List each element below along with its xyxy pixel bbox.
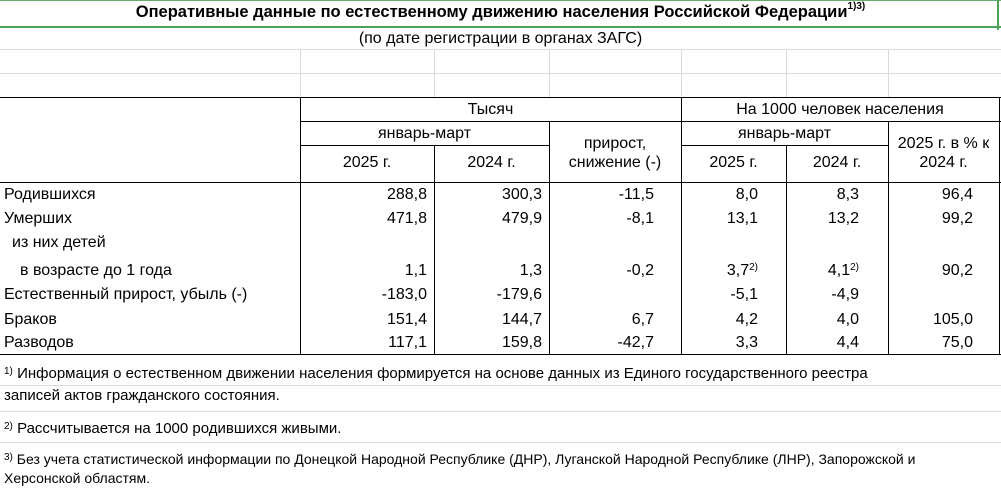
cell-births-growth[interactable]: -11,5	[618, 186, 654, 203]
header-jan-mar-thousands[interactable]: январь-март	[377, 125, 472, 142]
cell-infants-r2024[interactable]: 4,12)	[786, 261, 859, 281]
cell-deaths-r2025[interactable]: 13,1	[726, 210, 758, 227]
table-border	[0, 97, 1001, 98]
cell-infants-growth[interactable]: -0,2	[626, 262, 654, 279]
table-border	[300, 121, 1001, 122]
cell-infants-r2025[interactable]: 3,72)	[681, 261, 758, 281]
footnote-1-line1[interactable]: 1) Информация о естественном движении на…	[4, 363, 868, 384]
cell-divorces-pct[interactable]: 75,0	[941, 334, 973, 351]
footnote-text: Информация о естественном движении насел…	[17, 365, 868, 382]
title-footnote-mark: 1)3)	[847, 1, 866, 12]
cell-deaths-th2025[interactable]: 471,8	[386, 210, 427, 227]
cell-natural-r2025[interactable]: -5,1	[730, 286, 758, 303]
cell-infants-r2025-value: 3,7	[726, 262, 750, 279]
cell-marriages-r2025[interactable]: 4,2	[735, 311, 758, 328]
sheet-gridline	[786, 49, 787, 97]
row-label-marriages[interactable]: Браков	[4, 311, 57, 328]
table-border	[0, 354, 1001, 355]
header-pct-line2[interactable]: 2024 г.	[919, 154, 968, 171]
cell-infants-th2024[interactable]: 1,3	[519, 262, 542, 279]
footnote-mark: 2)	[749, 262, 758, 273]
cell-deaths-th2024[interactable]: 479,9	[501, 210, 542, 227]
cell-divorces-th2025[interactable]: 117,1	[388, 334, 427, 351]
sheet-gridline	[300, 49, 301, 97]
footnote-mark: 2)	[850, 262, 859, 273]
table-border	[549, 121, 550, 355]
header-growth-line1[interactable]: прирост,	[583, 135, 647, 152]
table-border	[681, 145, 888, 146]
cell-deaths-r2024[interactable]: 13,2	[827, 210, 859, 227]
cell-births-th2024[interactable]: 300,3	[501, 186, 542, 203]
cell-births-r2025[interactable]: 8,0	[735, 186, 758, 203]
footnote-1-line2[interactable]: записей актов гражданского состояния.	[4, 387, 280, 404]
title-text: Оперативные данные по естественному движ…	[135, 3, 848, 21]
cell-marriages-growth[interactable]: 6,7	[631, 311, 654, 328]
sheet-gridline	[0, 49, 1001, 50]
cell-infants-th2025[interactable]: 1,1	[404, 262, 427, 279]
cell-divorces-r2025[interactable]: 3,3	[735, 334, 758, 351]
row-label-natural-increase[interactable]: Естественный прирост, убыль (-)	[4, 286, 248, 303]
header-thousands[interactable]: Тысяч	[467, 101, 514, 118]
footnote-2[interactable]: 2) Рассчитывается на 1000 родившихся жив…	[4, 418, 341, 439]
header-2024-thousands[interactable]: 2024 г.	[467, 154, 516, 171]
selected-cell-border	[0, 26, 1001, 28]
header-growth-line2[interactable]: снижение (-)	[568, 154, 662, 171]
sheet-gridline	[0, 442, 1001, 443]
sheet-gridline	[0, 73, 1001, 74]
cell-divorces-th2024[interactable]: 159,8	[501, 334, 542, 351]
page-title[interactable]: Оперативные данные по естественному движ…	[0, 1, 1001, 22]
header-per-1000[interactable]: На 1000 человек населения	[736, 101, 944, 118]
page-subtitle[interactable]: (по дате регистрации в органах ЗАГС)	[358, 30, 643, 47]
header-pct-line1[interactable]: 2025 г. в % к	[897, 135, 990, 152]
sheet-gridline	[434, 49, 435, 97]
cell-marriages-th2024[interactable]: 144,7	[501, 311, 542, 328]
footnote-3-line1[interactable]: 3) Без учета статистической информации п…	[4, 450, 915, 469]
footnote-text: Без учета статистической информации по Д…	[16, 451, 916, 467]
footnote-mark: 3)	[4, 452, 13, 463]
table-border	[300, 145, 549, 146]
table-border	[888, 121, 889, 355]
selected-cell-border	[0, 0, 1001, 1]
table-border	[786, 145, 787, 355]
cell-infants-pct[interactable]: 90,2	[941, 262, 973, 279]
table-border	[434, 145, 435, 355]
table-border	[300, 97, 301, 355]
row-label-infants[interactable]: в возрасте до 1 года	[20, 262, 172, 279]
row-label-deaths[interactable]: Умерших	[4, 210, 73, 227]
cell-deaths-growth[interactable]: -8,1	[626, 210, 654, 227]
footnote-3-line2[interactable]: Херсонской областям.	[4, 470, 151, 486]
cell-births-pct[interactable]: 96,4	[941, 186, 973, 203]
sheet-gridline	[549, 49, 550, 97]
row-label-divorces[interactable]: Разводов	[4, 334, 74, 351]
cell-marriages-r2024[interactable]: 4,0	[836, 311, 859, 328]
footnote-mark: 1)	[4, 366, 13, 377]
header-2024-per-1000[interactable]: 2024 г.	[812, 154, 862, 171]
cell-deaths-pct[interactable]: 99,2	[941, 210, 973, 227]
cell-marriages-th2025[interactable]: 151,4	[386, 311, 427, 328]
table-border	[0, 182, 1001, 183]
footnote-mark: 2)	[4, 421, 13, 432]
cell-natural-th2025[interactable]: -183,0	[381, 286, 427, 303]
sheet-gridline	[0, 385, 1001, 386]
sheet-gridline	[0, 411, 1001, 412]
row-label-births[interactable]: Родившихся	[4, 186, 96, 203]
cell-natural-r2024[interactable]: -4,9	[831, 286, 859, 303]
cell-infants-r2024-value: 4,1	[827, 262, 851, 279]
cell-natural-th2024[interactable]: -179,6	[496, 286, 542, 303]
table-border	[681, 97, 682, 355]
header-2025-thousands[interactable]: 2025 г.	[342, 154, 392, 171]
table-border	[999, 97, 1000, 355]
cell-births-r2024[interactable]: 8,3	[836, 186, 859, 203]
sheet-gridline	[681, 49, 682, 97]
cell-marriages-pct[interactable]: 105,0	[932, 311, 973, 328]
footnote-text: Рассчитывается на 1000 родившихся живыми…	[17, 420, 342, 437]
cell-divorces-growth[interactable]: -42,7	[617, 334, 654, 351]
header-jan-mar-per-1000[interactable]: январь-март	[737, 125, 832, 142]
cell-births-th2025[interactable]: 288,8	[386, 186, 427, 203]
cell-divorces-r2024[interactable]: 4,4	[836, 334, 859, 351]
sheet-gridline	[888, 49, 889, 97]
row-label-children[interactable]: из них детей	[12, 234, 106, 251]
selected-cell-border	[997, 0, 999, 30]
header-2025-per-1000[interactable]: 2025 г.	[709, 154, 758, 171]
